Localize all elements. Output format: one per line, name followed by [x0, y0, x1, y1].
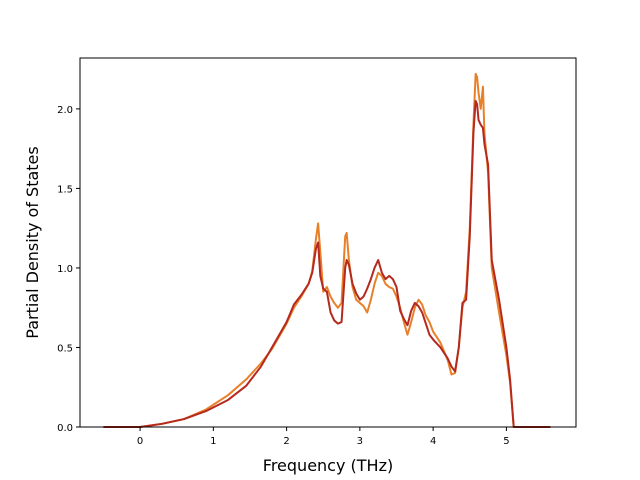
plot-frame [79, 57, 577, 428]
y-tick-label: 1.5 [57, 184, 73, 195]
y-tick-label: 0.0 [57, 423, 73, 434]
x-axis-ticks: 0 1 2 3 4 5 [137, 427, 510, 447]
x-axis-label: Frequency (THz) [263, 456, 393, 475]
y-tick-label: 1.0 [57, 264, 73, 275]
x-tick-label: 1 [210, 436, 216, 447]
y-axis-label: Partial Density of States [23, 146, 42, 338]
x-tick-label: 5 [503, 436, 509, 447]
x-tick-label: 4 [430, 436, 436, 447]
y-axis-ticks: 0.0 0.5 1.0 1.5 2.0 [57, 105, 80, 434]
y-tick-label: 2.0 [57, 105, 73, 116]
x-tick-label: 2 [283, 436, 289, 447]
y-tick-label: 0.5 [57, 343, 73, 354]
series-layer [103, 72, 551, 428]
x-tick-label: 0 [137, 436, 143, 447]
series-line-2 [103, 99, 551, 428]
x-tick-label: 3 [357, 436, 363, 447]
